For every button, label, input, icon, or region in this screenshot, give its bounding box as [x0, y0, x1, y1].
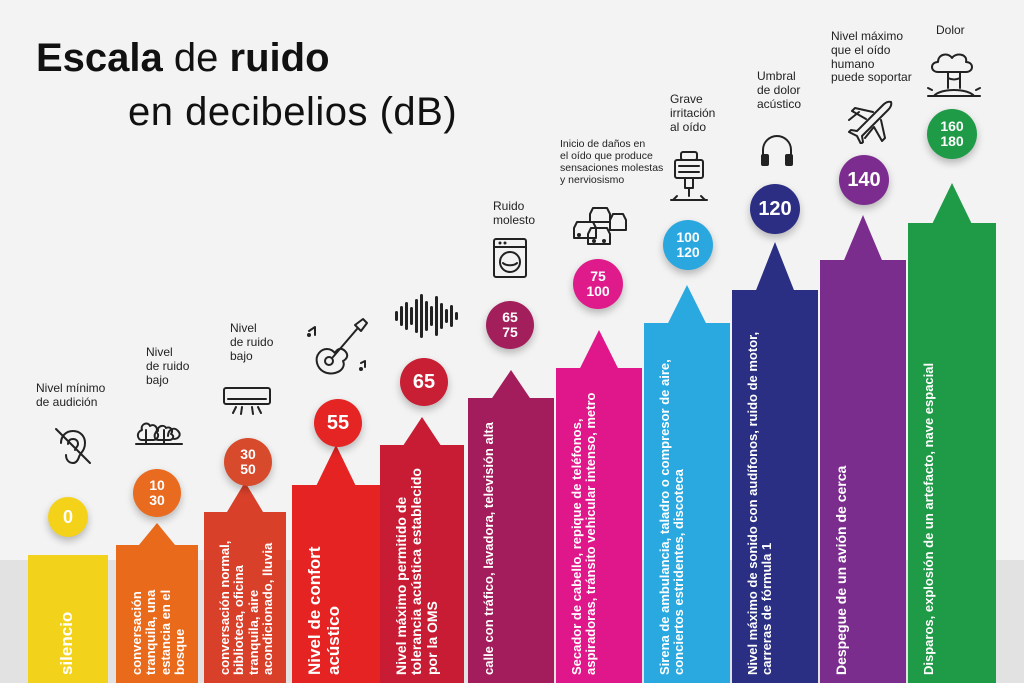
title-line-1: Escala de ruido: [36, 36, 330, 81]
headphones-icon: [757, 130, 797, 175]
db-circle-10: 140: [839, 155, 889, 205]
db-value-high-2: 30: [149, 492, 165, 508]
level-bar-1: silencio: [28, 555, 108, 683]
level-bar-6: calle con tráfico, lavadora, televisión …: [468, 370, 554, 683]
level-label-8: Grave irritación al oído: [670, 92, 716, 134]
deaf-ear-icon: [50, 423, 96, 474]
level-description-1: silencio: [57, 611, 76, 675]
db-circle-11: 160 180: [927, 109, 977, 159]
level-bar-shape-9: [732, 242, 818, 683]
db-value-5: 65: [412, 370, 436, 393]
level-bar-shape-10: [820, 215, 906, 683]
db-value-high-8: 120: [676, 244, 700, 260]
level-bar-shape-11: [908, 183, 996, 683]
level-description-4: Nivel de confort acústico: [305, 546, 343, 675]
washing-machine-icon: [492, 237, 528, 284]
db-value-high-11: 180: [940, 133, 964, 149]
level-description-10: Despegue de un avión de cerca: [833, 465, 849, 675]
title-thin-1: de: [173, 36, 219, 80]
db-value-3: 30: [240, 446, 256, 463]
level-bar-shape-7: [556, 330, 642, 683]
title-bold-1: Escala: [36, 36, 163, 80]
jackhammer-icon: [669, 150, 709, 209]
level-description-7: Secador de cabello, repique de teléfonos…: [569, 392, 599, 675]
db-circle-4: 55: [314, 399, 362, 447]
level-label-6: Ruido molesto: [493, 199, 536, 227]
db-value-10: 140: [847, 168, 881, 191]
level-bar-4: Nivel de confort acústico: [292, 445, 380, 683]
db-circle-1: 0: [48, 497, 88, 537]
level-label-10: Nivel máximo que el oído humano puede sopor…: [831, 29, 912, 85]
level-bar-shape-6: [468, 370, 554, 683]
level-description-11: Disparos, explosión de un artefacto, nav…: [921, 362, 936, 675]
db-value-8: 100: [676, 229, 700, 246]
level-bar-shape-2: [116, 523, 198, 683]
db-value-6: 65: [502, 309, 518, 326]
explosion-icon: [926, 50, 982, 105]
db-value-9: 120: [758, 197, 792, 220]
level-bar-8: Sirena de ambulancia, taladro o compreso…: [644, 285, 730, 683]
level-description-9: Nivel máximo de sonido con audífonos, ru…: [745, 331, 775, 675]
airplane-icon: [847, 98, 897, 149]
db-value-high-6: 75: [502, 324, 518, 340]
level-bar-shape-1: [28, 555, 108, 683]
level-bar-10: Despegue de un avión de cerca: [820, 215, 906, 683]
level-label-3: Nivel de ruido bajo: [230, 321, 274, 363]
level-label-9: Umbral de dolor acústico: [757, 69, 802, 111]
level-bar-shape-3: [204, 482, 286, 683]
db-circle-9: 120: [750, 184, 800, 234]
level-bar-7: Secador de cabello, repique de teléfonos…: [556, 330, 642, 683]
level-bar-shape-5: [380, 417, 464, 683]
level-bar-11: Disparos, explosión de un artefacto, nav…: [908, 183, 996, 683]
level-bar-2: conversación tranquila, una estancia en …: [116, 523, 198, 683]
level-bar-3: conversación normal, biblioteca, oficina…: [204, 482, 286, 683]
db-value-1: 0: [62, 506, 73, 527]
air-conditioner-icon: [222, 385, 272, 422]
forest-icon: [134, 406, 184, 451]
db-value-high-3: 50: [240, 461, 256, 477]
level-bar-shape-8: [644, 285, 730, 683]
level-description-5: Nivel máximo permitido de tolerancia acú…: [393, 468, 440, 675]
db-value-4: 55: [326, 411, 350, 434]
db-value-2: 10: [149, 477, 165, 494]
level-bar-9: Nivel máximo de sonido con audífonos, ru…: [732, 242, 818, 683]
title-line-2: en decibelios (dB): [128, 90, 458, 134]
traffic-icon: [570, 204, 630, 253]
sound-wave-icon: [393, 292, 463, 345]
db-value-high-7: 100: [586, 283, 610, 299]
level-description-8: Sirena de ambulancia, taladro o compreso…: [657, 359, 687, 675]
level-bar-shape-4: [292, 445, 380, 683]
level-description-3: conversación normal, biblioteca, oficina…: [217, 540, 275, 675]
level-label-2: Nivel de ruido bajo: [146, 345, 190, 387]
db-value-7: 75: [590, 268, 606, 285]
level-bar-5: Nivel máximo permitido de tolerancia acú…: [380, 417, 464, 683]
db-circle-7: 75 100: [573, 259, 623, 309]
guitar-icon: [305, 313, 373, 384]
level-label-11: Dolor: [936, 23, 965, 37]
level-description-6: calle con tráfico, lavadora, televisión …: [481, 422, 496, 675]
db-circle-5: 65: [400, 358, 448, 406]
db-circle-3: 30 50: [224, 438, 272, 486]
db-value-11: 160: [940, 118, 964, 135]
level-label-7: Inicio de daños en el oído que produce sen…: [560, 138, 664, 187]
level-description-2: conversación tranquila, una estancia en …: [129, 589, 187, 675]
db-circle-2: 10 30: [133, 469, 181, 517]
db-circle-8: 100 120: [663, 220, 713, 270]
title-bold-2: ruido: [229, 36, 330, 80]
db-circle-6: 65 75: [486, 301, 534, 349]
level-label-1: Nivel mínimo de audición: [36, 381, 106, 409]
